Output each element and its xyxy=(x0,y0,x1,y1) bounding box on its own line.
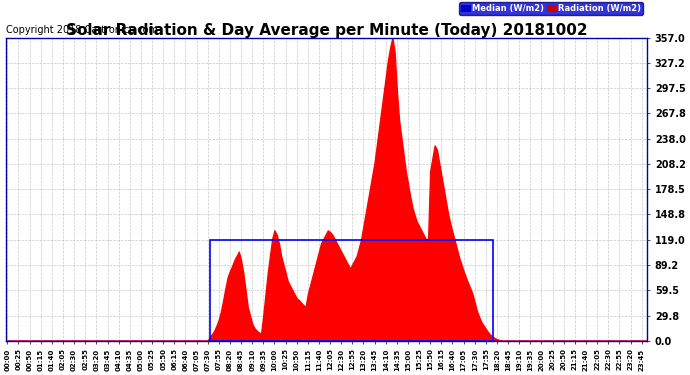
Title: Solar Radiation & Day Average per Minute (Today) 20181002: Solar Radiation & Day Average per Minute… xyxy=(66,22,587,38)
Legend: Median (W/m2), Radiation (W/m2): Median (W/m2), Radiation (W/m2) xyxy=(459,2,643,15)
Bar xyxy=(210,240,493,341)
Text: Copyright 2018 Cartronics.com: Copyright 2018 Cartronics.com xyxy=(6,26,158,35)
